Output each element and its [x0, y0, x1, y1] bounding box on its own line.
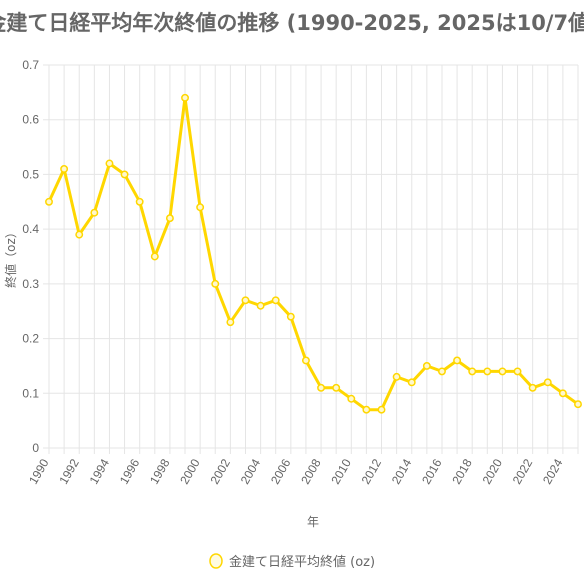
- x-tick-label: 2006: [268, 456, 294, 486]
- data-point[interactable]: [498, 367, 507, 376]
- data-point[interactable]: [377, 405, 386, 414]
- y-tick-label: 0.3: [22, 277, 39, 291]
- y-tick-label: 0.2: [22, 332, 39, 346]
- data-point[interactable]: [150, 252, 159, 261]
- data-point[interactable]: [256, 301, 265, 310]
- series-layer: [45, 93, 582, 414]
- data-point[interactable]: [75, 230, 84, 239]
- data-point[interactable]: [528, 383, 537, 392]
- data-point[interactable]: [105, 159, 114, 168]
- x-tick-label: 2018: [449, 456, 475, 486]
- data-point[interactable]: [165, 214, 174, 223]
- y-tick-label: 0.6: [22, 113, 39, 127]
- data-point[interactable]: [362, 405, 371, 414]
- legend[interactable]: 金建て日経平均終値 (oz): [209, 553, 375, 570]
- data-point[interactable]: [196, 203, 205, 212]
- data-point[interactable]: [90, 208, 99, 217]
- series-line: [47, 96, 580, 412]
- data-point[interactable]: [453, 356, 462, 365]
- data-point[interactable]: [392, 372, 401, 381]
- data-point[interactable]: [60, 165, 69, 173]
- x-tick-label: 2010: [328, 456, 354, 486]
- x-tick-label: 2002: [207, 456, 233, 486]
- data-point[interactable]: [120, 170, 129, 179]
- y-axis-title: 終値（oz）: [3, 226, 18, 288]
- x-axis-ticks: 1990 1992 1994 1996 1998 2000 2002 2004 2006 2008…: [26, 456, 566, 486]
- x-tick-label: 2004: [238, 456, 264, 486]
- data-point[interactable]: [226, 318, 235, 327]
- y-tick-label: 0.4: [22, 222, 39, 236]
- y-tick-label: 0.5: [22, 167, 39, 181]
- data-point[interactable]: [407, 378, 416, 387]
- data-point[interactable]: [483, 367, 492, 376]
- data-point[interactable]: [543, 378, 552, 387]
- x-axis-title: 年: [307, 515, 319, 529]
- data-point[interactable]: [558, 389, 567, 398]
- data-point[interactable]: [135, 197, 144, 206]
- data-point[interactable]: [574, 400, 582, 409]
- data-point[interactable]: [286, 312, 295, 321]
- data-point[interactable]: [271, 296, 280, 305]
- data-point[interactable]: [332, 383, 341, 392]
- y-axis-ticks: 0 0.1 0.2 0.3 0.4 0.5 0.6 0.7: [22, 58, 39, 455]
- x-tick-label: 2022: [510, 456, 536, 486]
- data-point[interactable]: [301, 356, 310, 365]
- legend-label: 金建て日経平均終値 (oz): [229, 554, 375, 570]
- x-tick-label: 1994: [87, 456, 113, 486]
- x-tick-label: 1990: [26, 456, 52, 486]
- x-tick-label: 1992: [56, 456, 82, 486]
- x-tick-label: 2024: [540, 456, 566, 486]
- data-point[interactable]: [181, 93, 189, 102]
- y-tick-label: 0.1: [22, 386, 39, 400]
- data-point[interactable]: [422, 361, 431, 370]
- x-tick-label: 2016: [419, 456, 445, 486]
- data-point[interactable]: [317, 383, 326, 392]
- data-point[interactable]: [211, 279, 220, 288]
- chart-title: 金建て日経平均年次終値の推移 (1990-2025, 2025は10/7値): [0, 11, 584, 35]
- data-point[interactable]: [438, 367, 446, 376]
- x-tick-label: 1996: [117, 456, 143, 486]
- grid: [43, 64, 579, 454]
- data-point[interactable]: [45, 197, 53, 206]
- y-tick-label: 0.7: [22, 58, 39, 72]
- x-tick-label: 2020: [480, 456, 506, 486]
- x-tick-label: 2000: [177, 456, 203, 486]
- y-tick-label: 0: [32, 441, 39, 455]
- data-point[interactable]: [468, 367, 477, 376]
- x-tick-label: 1998: [147, 456, 173, 486]
- data-point[interactable]: [347, 394, 356, 403]
- legend-marker: [209, 553, 223, 569]
- x-tick-label: 2014: [389, 456, 415, 486]
- data-point[interactable]: [513, 367, 522, 376]
- x-tick-label: 2012: [359, 456, 385, 486]
- data-point[interactable]: [241, 296, 250, 305]
- x-tick-label: 2008: [298, 456, 324, 486]
